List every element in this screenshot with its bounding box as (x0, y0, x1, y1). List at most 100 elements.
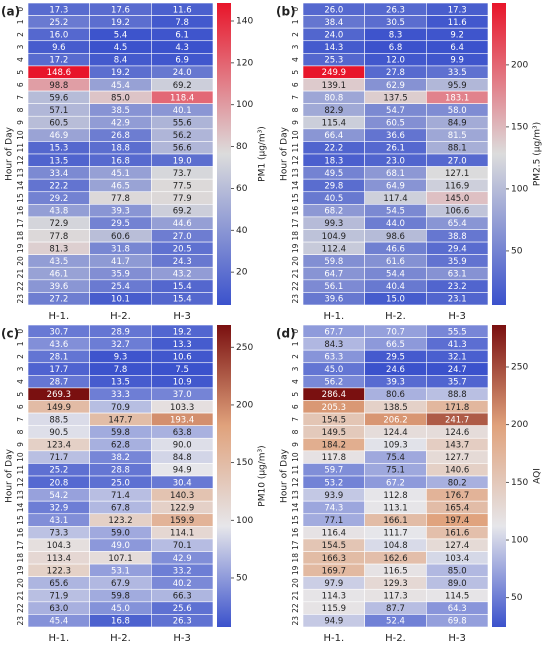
colorbar-tick-label: 150 (511, 122, 528, 132)
cell-value: 60.6 (111, 232, 130, 242)
y-tick-label: 15 (16, 515, 25, 525)
y-tick-label: 13 (291, 490, 300, 500)
cell-value: 80.2 (448, 478, 467, 488)
cell-value: 35.7 (448, 378, 467, 388)
cell-value: 81.3 (49, 244, 68, 254)
cell-value: 77.5 (173, 181, 192, 191)
cell-value: 25.0 (111, 478, 130, 488)
colorbar-tick-label: 100 (511, 536, 528, 546)
cell-value: 23.1 (448, 295, 467, 305)
y-tick-label: 12 (16, 155, 25, 165)
colorbar-tick-label: 250 (511, 362, 528, 372)
cell-value: 29.8 (324, 181, 343, 191)
cell-value: 69.2 (173, 81, 192, 91)
cell-value: 5.4 (114, 30, 128, 40)
cell-value: 65.4 (448, 219, 467, 229)
cell-value: 54.4 (386, 270, 405, 280)
cell-value: 113.1 (383, 503, 407, 513)
y-tick-label: 10 (291, 130, 300, 140)
cell-value: 68.1 (386, 169, 405, 179)
x-tick-label: H-2. (110, 633, 131, 644)
cell-value: 129.3 (383, 579, 407, 589)
y-tick-label: 9 (16, 442, 25, 447)
cell-value: 63.8 (173, 428, 192, 438)
cell-value: 127.7 (445, 453, 469, 463)
cell-value: 32.9 (49, 503, 68, 513)
x-tick-label: H-3 (173, 311, 191, 322)
cell-value: 39.3 (111, 207, 130, 217)
y-tick-label: 7 (291, 95, 300, 100)
cell-value: 31.8 (111, 244, 130, 254)
colorbar-tick-label: 200 (511, 420, 528, 430)
cell-value: 56.2 (173, 131, 192, 141)
cell-value: 20.8 (49, 478, 68, 488)
cell-value: 38.5 (111, 106, 130, 116)
cell-value: 35.9 (111, 270, 130, 280)
cell-value: 12.0 (386, 56, 405, 66)
cell-value: 148.6 (47, 68, 71, 78)
x-tick-label: H-3 (448, 311, 466, 322)
cell-value: 16.0 (49, 30, 68, 40)
cell-value: 82.9 (324, 106, 343, 116)
cell-value: 37.0 (173, 390, 192, 400)
cell-value: 241.7 (445, 415, 469, 425)
cell-value: 19.0 (173, 156, 192, 166)
y-tick-label: 11 (16, 465, 25, 475)
y-tick-label: 15 (16, 193, 25, 203)
y-tick-label: 11 (291, 143, 300, 153)
cell-value: 33.3 (111, 390, 130, 400)
y-tick-label: 22 (291, 281, 300, 291)
cell-value: 17.6 (111, 5, 130, 15)
cell-value: 9.2 (450, 30, 464, 40)
cell-value: 166.3 (322, 554, 346, 564)
colorbar-tick-label: 60 (236, 184, 248, 194)
cell-value: 44.6 (173, 219, 192, 229)
y-tick-label: 11 (16, 143, 25, 153)
cell-value: 45.0 (324, 365, 343, 375)
cell-value: 103.4 (445, 554, 469, 564)
cell-value: 69.2 (173, 207, 192, 217)
cell-value: 18.8 (111, 144, 130, 154)
y-tick-label: 23 (291, 294, 300, 304)
cell-value: 118.4 (170, 93, 194, 103)
cell-value: 99.3 (324, 219, 343, 229)
cell-value: 64.7 (324, 270, 343, 280)
cell-value: 24.0 (324, 30, 343, 40)
heatmap-cell (151, 292, 214, 306)
cell-value: 26.3 (386, 5, 405, 15)
cell-value: 40.1 (173, 106, 192, 116)
cell-value: 193.4 (170, 415, 194, 425)
y-tick-label: 14 (16, 180, 25, 190)
cell-value: 46.9 (49, 131, 68, 141)
y-tick-label: 20 (16, 578, 25, 588)
cell-value: 6.8 (389, 43, 403, 53)
panel-label: (c) (1, 327, 19, 341)
y-tick-label: 17 (16, 540, 25, 550)
y-tick-label: 19 (291, 565, 300, 575)
cell-value: 60.5 (386, 119, 405, 129)
cell-value: 67.7 (324, 327, 343, 337)
cell-value: 139.1 (322, 81, 346, 91)
cell-value: 10.1 (111, 295, 130, 305)
cell-value: 13.5 (49, 156, 68, 166)
cell-value: 32.7 (111, 340, 130, 350)
cell-value: 77.8 (49, 232, 68, 242)
cell-value: 154.5 (322, 415, 346, 425)
cell-value: 63.0 (49, 604, 68, 614)
cell-value: 70.9 (111, 403, 130, 413)
cell-value: 71.7 (49, 453, 68, 463)
y-tick-label: 1 (291, 19, 300, 24)
y-tick-label: 7 (291, 417, 300, 422)
cell-value: 75.4 (386, 453, 405, 463)
cell-value: 59.8 (111, 428, 130, 438)
y-tick-label: 15 (291, 193, 300, 203)
y-tick-label: 0 (16, 329, 25, 334)
y-tick-label: 18 (291, 231, 300, 241)
y-tick-label: 4 (291, 57, 300, 62)
cell-value: 46.6 (386, 244, 405, 254)
cell-value: 143.7 (445, 441, 469, 451)
y-tick-label: 9 (291, 442, 300, 447)
cell-value: 17.2 (49, 56, 68, 66)
cell-value: 65.6 (49, 579, 68, 589)
cell-value: 17.3 (448, 5, 467, 15)
